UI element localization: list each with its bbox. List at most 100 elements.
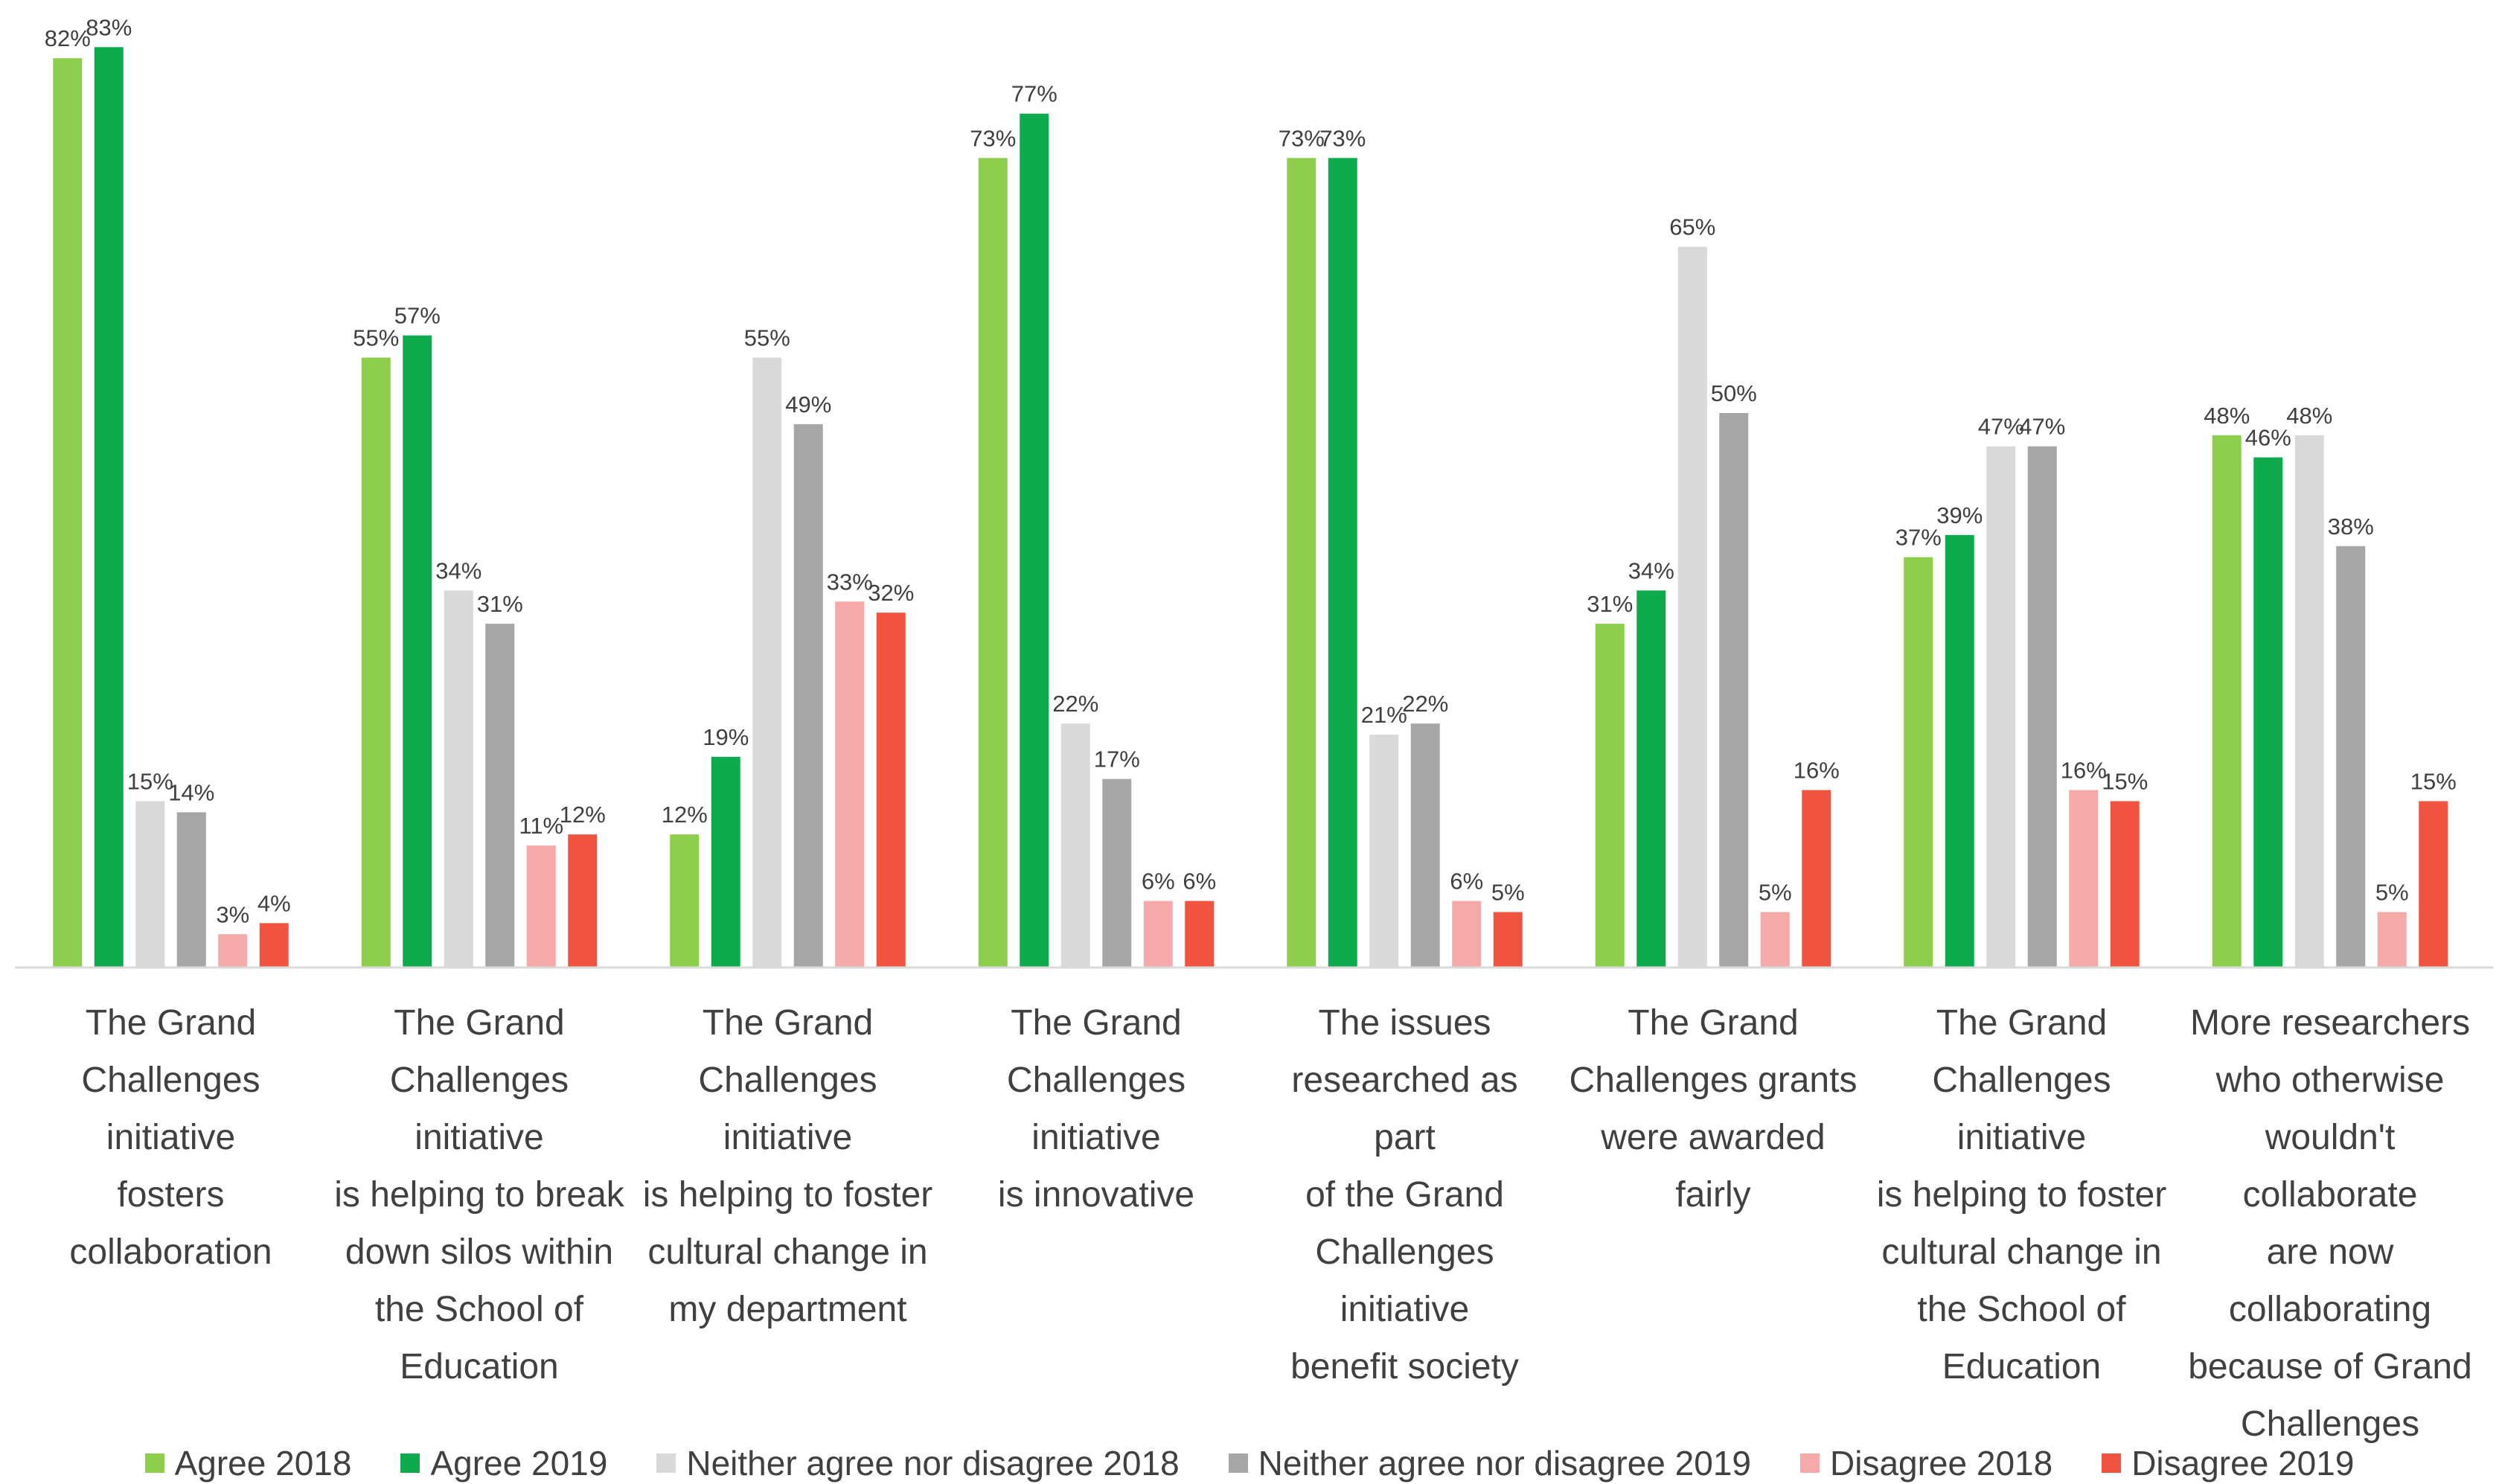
category-label-line: Challenges xyxy=(2240,1404,2420,1444)
category-label-line: Challenges initiative xyxy=(1932,1061,2111,1157)
category-label-line: cultural change in xyxy=(1881,1232,2162,1272)
category-label-line: The issues xyxy=(1318,1003,1491,1043)
category-label-line: is helping to foster xyxy=(642,1175,933,1215)
data-label: 50% xyxy=(1711,380,1757,406)
data-label: 16% xyxy=(1794,758,1840,784)
category-label: More researchers who otherwise wouldn't co… xyxy=(2181,994,2479,1453)
category-label: The Grand Challenges initiative is helping… xyxy=(330,994,628,1395)
category-label: The issues researched as part of the Grand… xyxy=(1256,994,1554,1395)
bar xyxy=(2069,790,2099,968)
bar xyxy=(1719,413,1749,968)
bar xyxy=(444,590,473,968)
bar xyxy=(835,601,865,968)
bar-group xyxy=(361,335,598,968)
data-label: 32% xyxy=(868,580,914,606)
category-label-line: are now xyxy=(2266,1232,2394,1272)
data-label: 22% xyxy=(1052,691,1098,717)
legend-item: Disagree 2019 xyxy=(2102,1443,2354,1483)
category-label-line: my department xyxy=(668,1290,907,1329)
data-label: 33% xyxy=(827,569,873,595)
data-label: 17% xyxy=(1094,746,1140,773)
category-label-line: down silos within xyxy=(345,1232,614,1272)
data-label: 3% xyxy=(216,901,249,927)
data-label: 15% xyxy=(2410,769,2457,795)
bar xyxy=(1328,158,1357,968)
bar xyxy=(2212,435,2242,968)
bar xyxy=(53,58,83,968)
data-label: 14% xyxy=(168,779,214,805)
bar xyxy=(1369,735,1399,968)
bar xyxy=(403,335,432,968)
bar xyxy=(526,845,556,968)
legend-swatch xyxy=(2102,1453,2122,1473)
data-label: 37% xyxy=(1895,525,1942,551)
data-label: 12% xyxy=(662,802,708,828)
bar xyxy=(1904,557,1933,968)
data-label: 73% xyxy=(1279,125,1325,151)
category-label-line: The Grand xyxy=(1936,1003,2108,1043)
category-label-line: Education xyxy=(400,1347,559,1387)
category-label-line: is helping to foster xyxy=(1876,1175,2167,1215)
data-label: 48% xyxy=(2204,403,2250,429)
bar xyxy=(2336,546,2366,968)
data-label: 57% xyxy=(394,303,441,329)
data-label: 31% xyxy=(1587,591,1633,617)
bar-group xyxy=(2212,435,2448,968)
bar xyxy=(1060,723,1090,968)
bar xyxy=(711,756,740,968)
bar xyxy=(1185,901,1215,968)
data-label: 21% xyxy=(1361,702,1407,728)
bar xyxy=(1143,901,1173,968)
bar-group xyxy=(1904,446,2140,968)
data-labels-layer: 82%83%15%14%3% 4%55%57%34%31%11%12% 12%19%… xyxy=(45,14,2457,927)
data-label: 49% xyxy=(785,391,831,418)
data-label: 22% xyxy=(1402,691,1448,717)
legend-item: Agree 2019 xyxy=(400,1443,607,1483)
legend-swatch xyxy=(400,1453,420,1473)
category-label-line: The Grand xyxy=(394,1003,565,1043)
category-label-line: the School of xyxy=(374,1290,584,1329)
data-label: 73% xyxy=(970,125,1016,151)
category-label: The Grand Challenges initiative is helping… xyxy=(639,994,937,1338)
category-label: The Grand Challenges initiative is innovat… xyxy=(947,994,1245,1224)
category-label: The Grand Challenges grants were awarded f… xyxy=(1564,994,1862,1224)
bar-group xyxy=(1287,158,1523,968)
category-label-line: collaborating xyxy=(2228,1290,2432,1329)
bar xyxy=(1452,901,1482,968)
legend-swatch xyxy=(656,1453,676,1473)
bar xyxy=(1802,790,1831,968)
bar xyxy=(670,834,700,968)
bar-group xyxy=(53,47,289,968)
bar-group xyxy=(1595,246,1831,968)
legend-label: Disagree 2019 xyxy=(2131,1444,2355,1483)
bar xyxy=(218,934,248,968)
data-label: 38% xyxy=(2328,514,2374,540)
bar xyxy=(259,923,289,968)
bar-group xyxy=(670,357,906,968)
bar xyxy=(176,812,206,968)
data-label: 47% xyxy=(2019,414,2065,440)
category-label-line: who otherwise xyxy=(2215,1061,2445,1100)
category-label-line: The Grand xyxy=(1628,1003,1799,1043)
data-label: 55% xyxy=(744,325,790,351)
category-label-line: were awarded fairly xyxy=(1601,1118,1826,1215)
data-label: 5% xyxy=(1491,880,1525,906)
legend-label: Agree 2018 xyxy=(174,1444,352,1483)
category-label-line: The Grand xyxy=(1011,1003,1182,1043)
bar xyxy=(1020,113,1049,968)
category-label-line: The Grand xyxy=(85,1003,257,1043)
category-label-line: Challenges initiative xyxy=(698,1061,877,1157)
data-label: 77% xyxy=(1011,81,1057,107)
bar xyxy=(361,357,391,968)
category-label-line: Challenges initiative xyxy=(81,1061,260,1157)
data-label: 15% xyxy=(127,769,173,795)
legend: Agree 2018 Agree 2019 Neither agree nor di… xyxy=(0,1442,2499,1484)
legend-label: Neither agree nor disagree 2018 xyxy=(686,1444,1180,1483)
bar xyxy=(2377,912,2407,968)
bar xyxy=(2294,435,2324,968)
category-label-line: is helping to break xyxy=(334,1175,624,1215)
category-label: The Grand Challenges initiative fosters co… xyxy=(22,994,320,1281)
bar xyxy=(485,624,515,968)
